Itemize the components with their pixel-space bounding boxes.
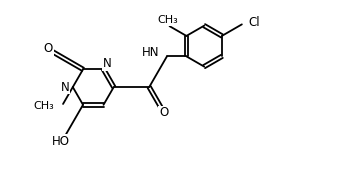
Text: HO: HO <box>52 135 70 148</box>
Text: Cl: Cl <box>249 16 261 29</box>
Text: HN: HN <box>142 46 159 59</box>
Text: N: N <box>61 81 69 94</box>
Text: N: N <box>103 57 112 70</box>
Text: CH₃: CH₃ <box>157 15 178 25</box>
Text: O: O <box>159 106 168 120</box>
Text: O: O <box>44 42 53 55</box>
Text: CH₃: CH₃ <box>34 101 54 111</box>
